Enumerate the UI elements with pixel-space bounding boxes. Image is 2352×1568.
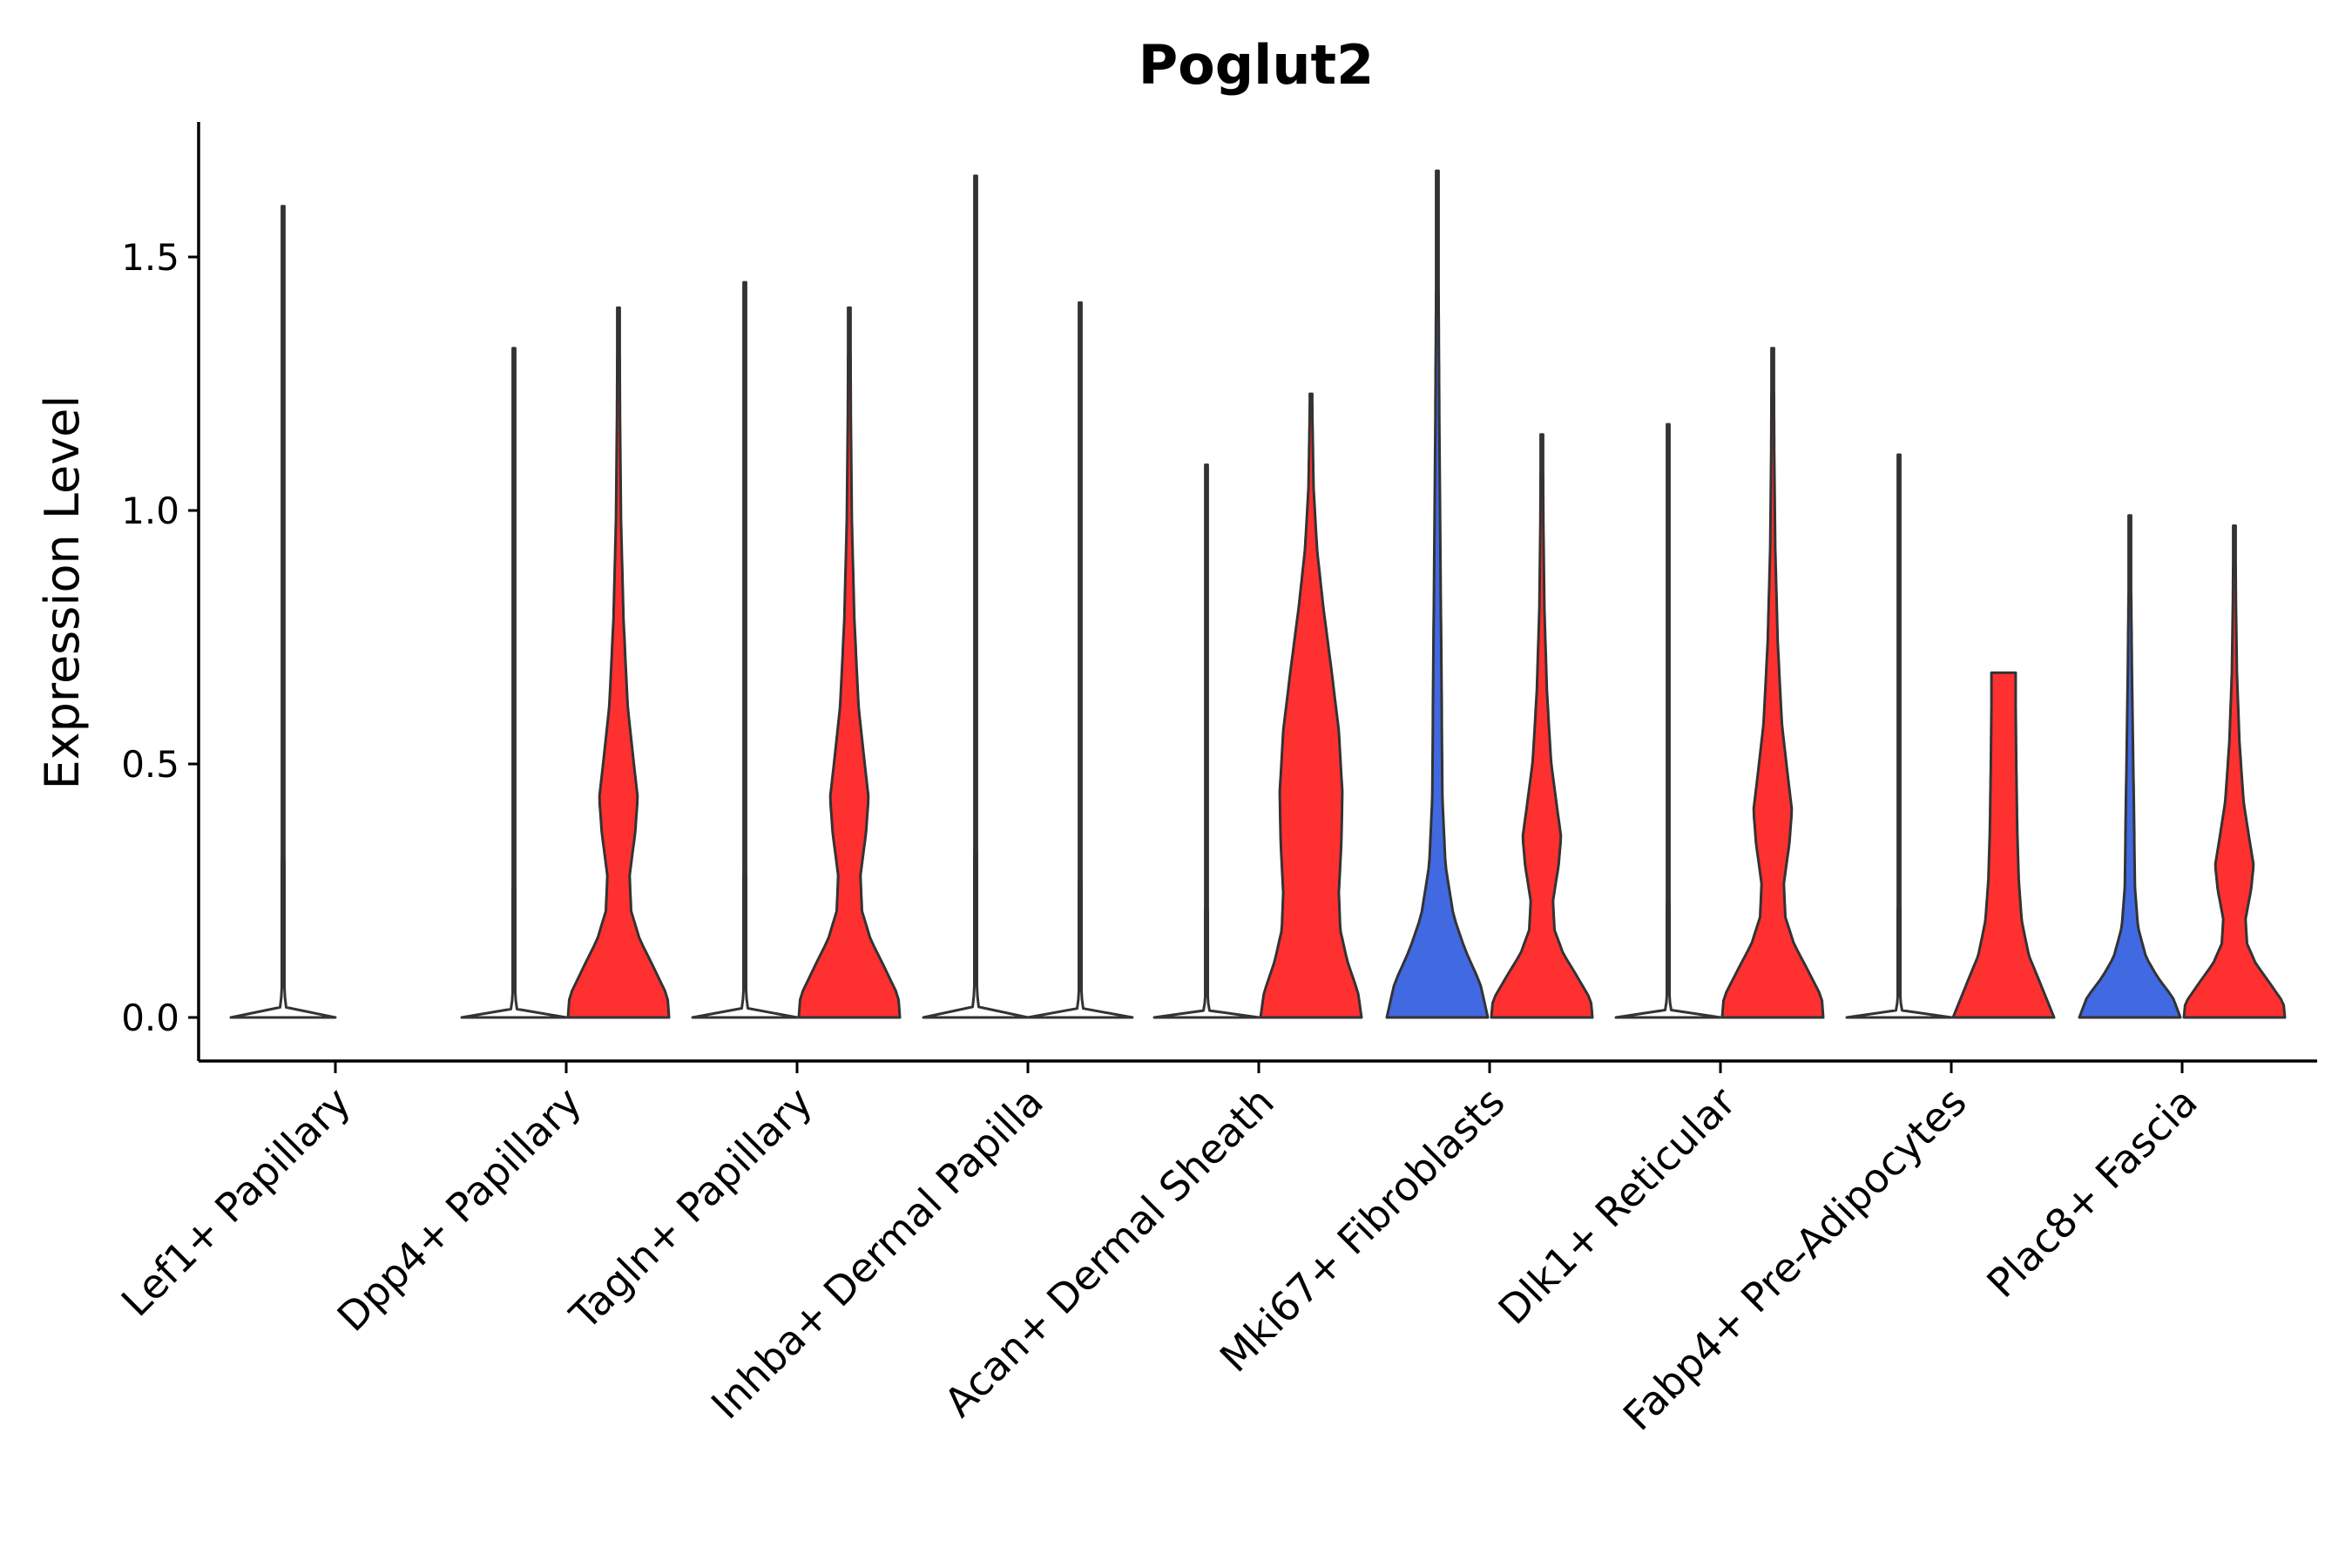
violin-plac8-fascia-left xyxy=(2078,514,2182,1019)
violin-dpp4-papillary-right xyxy=(566,306,671,1019)
violin-dlk1-reticular-right xyxy=(1720,347,1825,1019)
x-tick-label: Plac8+ Fascia xyxy=(1977,1078,2206,1307)
violin-inhba-dermal-papilla-left xyxy=(922,174,1030,1019)
x-tick-label: Lef1+ Papillary xyxy=(112,1078,360,1326)
violin-mki67-fibroblasts-left xyxy=(1385,169,1490,1019)
y-tick-label: 0.0 xyxy=(121,997,179,1039)
chart-title: Poglut2 xyxy=(1139,33,1375,97)
violin-acan-dermal-sheath-left xyxy=(1152,463,1260,1019)
violin-fabp4-pre-adipocytes-right xyxy=(1951,671,2056,1019)
violin-fabp4-pre-adipocytes-left xyxy=(1845,453,1953,1019)
x-tick-label: Dpp4+ Papillary xyxy=(328,1078,591,1341)
violin-dlk1-reticular-left xyxy=(1614,422,1722,1019)
violin-dpp4-papillary-left xyxy=(460,347,568,1019)
violin-tagln-papillary-right xyxy=(797,306,902,1019)
violin-inhba-dermal-papilla-right xyxy=(1026,301,1134,1019)
y-ticks: 0.0 0.5 1.0 1.5 xyxy=(121,236,199,1039)
y-tick-label: 1.5 xyxy=(121,236,179,279)
violin-layer xyxy=(229,169,2287,1019)
y-axis-label: Expression Level xyxy=(35,395,90,790)
violin-acan-dermal-sheath-right xyxy=(1259,392,1363,1019)
x-tick-label: Tagln+ Papillary xyxy=(560,1078,821,1340)
y-tick-label: 0.5 xyxy=(121,743,179,786)
violin-plac8-fascia-right xyxy=(2182,524,2287,1019)
y-tick-label: 1.0 xyxy=(121,490,179,532)
violin-tagln-papillary-left xyxy=(691,280,799,1019)
violin-lef1-papillary-left xyxy=(229,205,337,1019)
x-tick-label: Dlk1+ Reticular xyxy=(1490,1078,1745,1334)
violin-mki67-fibroblasts-right xyxy=(1490,433,1594,1019)
